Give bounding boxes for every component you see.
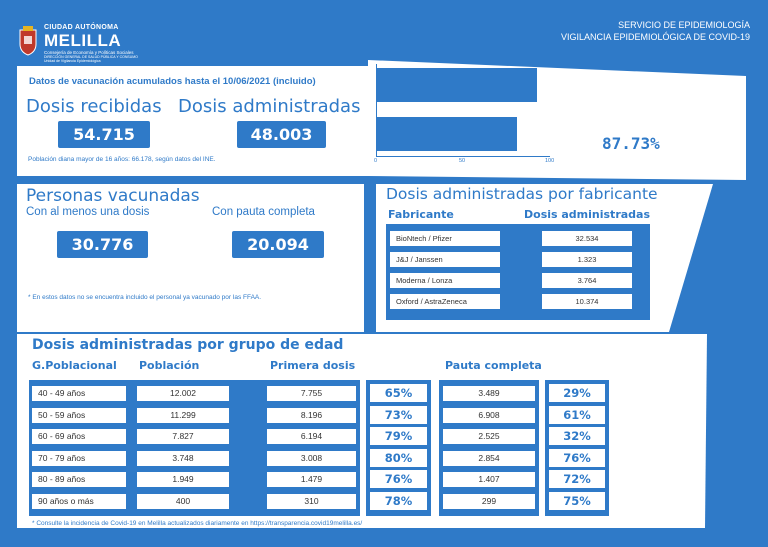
age-first-pct: 76% bbox=[370, 470, 427, 488]
persons-panel bbox=[17, 184, 364, 332]
age-population: 11.299 bbox=[137, 407, 229, 423]
age-complete: 1.407 bbox=[443, 472, 535, 487]
administered-label: Dosis administradas bbox=[178, 96, 361, 117]
manufacturer-doses: 3.764 bbox=[542, 273, 632, 288]
age-group: 60 - 69 años bbox=[32, 429, 126, 444]
age-table-complete bbox=[439, 380, 539, 516]
age-complete: 299 bbox=[443, 493, 535, 509]
age-col-complete: Pauta completa bbox=[445, 359, 542, 372]
age-complete-pct: 32% bbox=[549, 427, 605, 445]
age-col-population: Población bbox=[139, 359, 200, 372]
date-text: Datos de vacunación acumulados hasta el … bbox=[29, 76, 316, 87]
age-group: 40 - 49 años bbox=[32, 386, 126, 401]
age-title: Dosis administradas por grupo de edad bbox=[32, 337, 344, 353]
manufacturer-col-name: Fabricante bbox=[388, 208, 454, 221]
age-first-pct: 78% bbox=[370, 491, 427, 510]
org-line3: Consejería de Economía y Políticas Socia… bbox=[44, 50, 134, 55]
one-dose-value: 30.776 bbox=[57, 231, 148, 258]
age-first: 7.755 bbox=[267, 386, 356, 401]
age-first: 310 bbox=[267, 493, 356, 509]
age-col-group: G.Poblacional bbox=[32, 359, 117, 372]
bar-received bbox=[377, 68, 537, 102]
age-first-pct: 79% bbox=[370, 427, 427, 445]
org-name: MELILLA bbox=[44, 31, 122, 50]
complete-value: 20.094 bbox=[232, 231, 324, 258]
service-line2: VIGILANCIA EPIDEMIOLÓGICA DE COVID-19 bbox=[560, 32, 750, 42]
age-first-pct: 73% bbox=[370, 405, 427, 424]
age-complete-pct: 29% bbox=[549, 384, 605, 402]
age-complete-pct: 61% bbox=[549, 405, 605, 424]
age-complete-pct: 72% bbox=[549, 470, 605, 488]
org-line1: CIUDAD AUTÓNOMA bbox=[44, 24, 119, 31]
manufacturer-name: Oxford / AstraZeneca bbox=[390, 294, 500, 309]
bar-chart: 0 50 100 bbox=[374, 64, 556, 170]
age-complete: 2.525 bbox=[443, 429, 535, 444]
org-line5: Unidad de Vigilancia Epidemiológica bbox=[44, 59, 101, 63]
age-complete-pct: 76% bbox=[549, 448, 605, 467]
org-line4: DIRECCIÓN GENERAL DE SALUD PÚBLICA Y CON… bbox=[44, 55, 138, 59]
administered-value: 48.003 bbox=[237, 121, 326, 148]
one-dose-label: Con al menos una dosis bbox=[26, 206, 150, 218]
x-tick-50: 50 bbox=[459, 158, 466, 164]
footer-note: * Consulte la incidencia de Covid-19 en … bbox=[32, 520, 363, 527]
age-complete: 3.489 bbox=[443, 386, 535, 401]
persons-note: * En estos datos no se encuentra incluid… bbox=[28, 294, 262, 301]
manufacturer-col-doses: Dosis administradas bbox=[524, 208, 651, 221]
age-group: 90 años o más bbox=[32, 493, 126, 509]
percentage-value: 87.73% bbox=[602, 134, 660, 153]
manufacturer-name: J&J / Janssen bbox=[390, 252, 500, 267]
persons-title: Personas vacunadas bbox=[26, 186, 200, 206]
manufacturer-doses: 10.374 bbox=[542, 294, 632, 309]
complete-label: Con pauta completa bbox=[212, 206, 315, 218]
service-line1: SERVICIO DE EPIDEMIOLOGÍA bbox=[618, 20, 750, 30]
chart-x-axis bbox=[376, 156, 550, 157]
age-group: 70 - 79 años bbox=[32, 450, 126, 466]
age-complete: 2.854 bbox=[443, 450, 535, 466]
age-population: 12.002 bbox=[137, 386, 229, 401]
age-col-first: Primera dosis bbox=[270, 359, 356, 372]
age-group: 80 - 89 años bbox=[32, 472, 126, 487]
received-value: 54.715 bbox=[58, 121, 150, 148]
manufacturer-title: Dosis administradas por fabricante bbox=[386, 185, 658, 203]
age-population: 3.748 bbox=[137, 450, 229, 466]
population-note: Población diana mayor de 16 años: 66.178… bbox=[28, 156, 216, 163]
manufacturer-name: Moderna / Lonza bbox=[390, 273, 500, 288]
age-first-pct: 80% bbox=[370, 448, 427, 467]
age-complete-pct: 75% bbox=[549, 491, 605, 510]
age-population: 400 bbox=[137, 493, 229, 509]
age-complete: 6.908 bbox=[443, 407, 535, 423]
manufacturer-doses: 32.534 bbox=[542, 231, 632, 246]
age-first: 1.479 bbox=[267, 472, 356, 487]
bar-administered bbox=[377, 117, 518, 151]
manufacturer-doses: 1.323 bbox=[542, 252, 632, 267]
x-tick-100: 100 bbox=[545, 158, 555, 164]
age-population: 7.827 bbox=[137, 429, 229, 444]
age-group: 50 - 59 años bbox=[32, 407, 126, 423]
crest-icon bbox=[16, 26, 40, 56]
age-first: 8.196 bbox=[267, 407, 356, 423]
logo-area: CIUDAD AUTÓNOMA MELILLA Consejería de Ec… bbox=[14, 22, 194, 63]
manufacturer-name: BioNtech / Pfizer bbox=[390, 231, 500, 246]
chart-y-axis bbox=[376, 64, 377, 156]
age-table bbox=[29, 380, 360, 516]
x-tick-0: 0 bbox=[374, 158, 378, 164]
age-first: 6.194 bbox=[267, 429, 356, 444]
age-first-pct: 65% bbox=[370, 384, 427, 402]
received-label: Dosis recibidas bbox=[26, 96, 162, 117]
age-first: 3.008 bbox=[267, 450, 356, 466]
age-population: 1.949 bbox=[137, 472, 229, 487]
